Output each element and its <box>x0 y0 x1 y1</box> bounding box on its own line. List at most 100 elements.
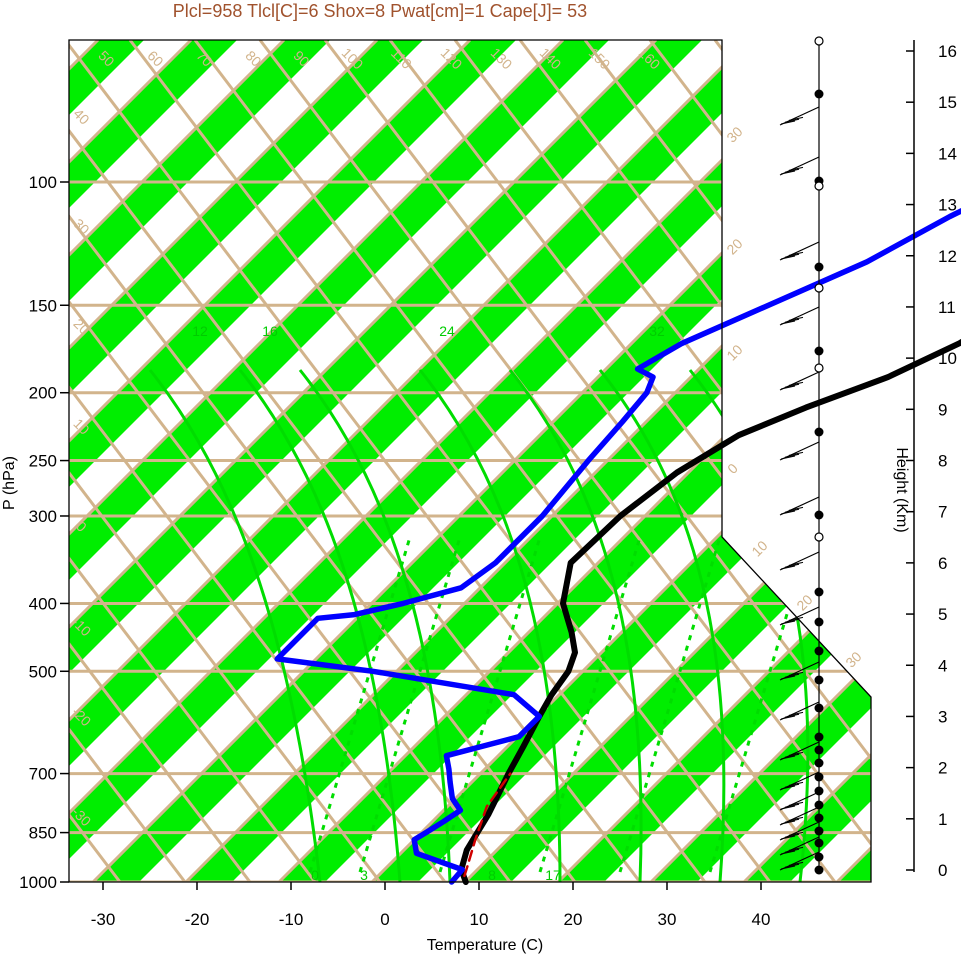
x-tick-label: -20 <box>185 910 210 929</box>
x-tick-label: 20 <box>564 910 583 929</box>
wind-level-marker <box>814 865 824 875</box>
wind-barb-feather <box>784 848 800 853</box>
height-tick-label: 13 <box>938 196 957 215</box>
wind-barb-feather <box>788 616 804 621</box>
lower-label: 8 <box>488 867 496 883</box>
height-tick-label: 2 <box>938 759 947 778</box>
x-tick-label: 10 <box>470 910 489 929</box>
wind-level-marker <box>814 587 824 597</box>
x-tick-label: -30 <box>91 910 116 929</box>
chart-axes: 3020100102030100150200250300400500700850… <box>19 123 865 929</box>
wind-barb-feather <box>780 510 796 515</box>
moist-adiabat <box>148 369 322 882</box>
wind-barb-feather <box>788 316 804 321</box>
dewpoint-profile <box>274 207 961 885</box>
wind-barb-feather <box>788 861 804 866</box>
wind-level-marker-open <box>814 36 824 46</box>
wind-level-marker <box>814 346 824 356</box>
x-axis-title: Temperature (C) <box>427 937 543 954</box>
height-tick-label: 16 <box>938 42 957 61</box>
wind-barb-feather <box>784 253 800 258</box>
dry-adiabat <box>583 40 871 882</box>
x-tick-label: 30 <box>658 910 677 929</box>
right-isotherm-label: 10 <box>748 537 770 559</box>
chart-series <box>274 207 961 885</box>
wind-level-marker <box>814 617 824 627</box>
wind-level-marker-open <box>814 283 824 293</box>
wind-barb-feather <box>780 820 796 825</box>
isotherm-line <box>69 40 472 882</box>
wind-barb-feather <box>780 565 796 570</box>
wind-level-marker <box>814 732 824 742</box>
dry-adiabat <box>69 40 382 882</box>
wind-barb-feather <box>784 118 800 123</box>
wind-level-marker <box>814 758 824 768</box>
wind-barb-feather <box>780 850 796 855</box>
dry-adiabat <box>323 40 871 882</box>
y-tick-label: 850 <box>29 824 57 843</box>
height-tick-label: 6 <box>938 554 947 573</box>
wind-level-marker <box>814 427 824 437</box>
mixing-ratio-line <box>538 536 642 873</box>
parcel-profile <box>463 772 512 878</box>
temperature-band <box>69 40 330 882</box>
wind-barb-feather <box>788 116 804 121</box>
height-tick-label: 1 <box>938 810 947 829</box>
wind-barb-feather <box>788 781 804 786</box>
wind-barb-feather <box>784 833 800 838</box>
mixing-ratio-label: 12 <box>192 323 208 339</box>
wind-barb-feather <box>780 865 796 870</box>
right-isotherm-label: 20 <box>723 235 745 257</box>
wind-barb-feather <box>788 251 804 256</box>
wind-level-marker <box>814 826 824 836</box>
height-tick-label: 3 <box>938 707 947 726</box>
height-tick-label: 12 <box>938 247 957 266</box>
wind-level-marker <box>814 772 824 782</box>
height-tick-label: 7 <box>938 503 947 522</box>
y-tick-label: 500 <box>29 662 57 681</box>
wind-level-marker <box>814 646 824 656</box>
wind-barb-feather <box>780 715 796 720</box>
wind-barb-feather <box>784 453 800 458</box>
wind-barb-feather <box>780 255 796 260</box>
wind-barb-feather <box>784 318 800 323</box>
wind-barb-feather <box>784 168 800 173</box>
chart-title: Plcl=958 Tlcl[C]=6 Shox=8 Pwat[cm]=1 Cap… <box>173 1 587 21</box>
height-tick-label: 14 <box>938 144 957 163</box>
wind-barb-feather <box>780 320 796 325</box>
right-isotherm-label: 30 <box>842 648 864 670</box>
height-tick-label: 0 <box>938 861 947 880</box>
dry-adiabat <box>69 40 577 882</box>
y-tick-label: 150 <box>29 296 57 315</box>
wind-level-marker <box>814 703 824 713</box>
moist-adiabat <box>598 369 726 882</box>
wind-barb-feather <box>780 835 796 840</box>
mixing-ratio-line <box>308 536 412 873</box>
wind-barb-feather <box>784 803 800 808</box>
y-tick-label: 700 <box>29 765 57 784</box>
wind-barb-feather <box>788 451 804 456</box>
wind-level-marker-open <box>814 363 824 373</box>
isotherm-line <box>69 40 658 882</box>
moist-adiabat <box>508 369 643 882</box>
wind-barb-feather <box>784 673 800 678</box>
wind-barb-feather <box>780 805 796 810</box>
lower-label: 0 <box>311 867 319 883</box>
y-tick-label: 400 <box>29 594 57 613</box>
wind-level-marker-open <box>814 532 824 542</box>
wind-barb-feather <box>780 120 796 125</box>
wind-level-marker <box>814 745 824 755</box>
wind-level-marker <box>814 838 824 848</box>
wind-level-marker <box>814 510 824 520</box>
wind-barb-feather <box>780 385 796 390</box>
wind-barb-feather <box>780 455 796 460</box>
isotherm-line <box>69 40 751 882</box>
wind-barb-feather <box>780 170 796 175</box>
wind-barb-feather <box>780 620 796 625</box>
dry-adiabat <box>69 40 447 882</box>
height-tick-label: 8 <box>938 452 947 471</box>
wind-barb-feather <box>788 711 804 716</box>
dry-adiabat <box>69 40 642 882</box>
